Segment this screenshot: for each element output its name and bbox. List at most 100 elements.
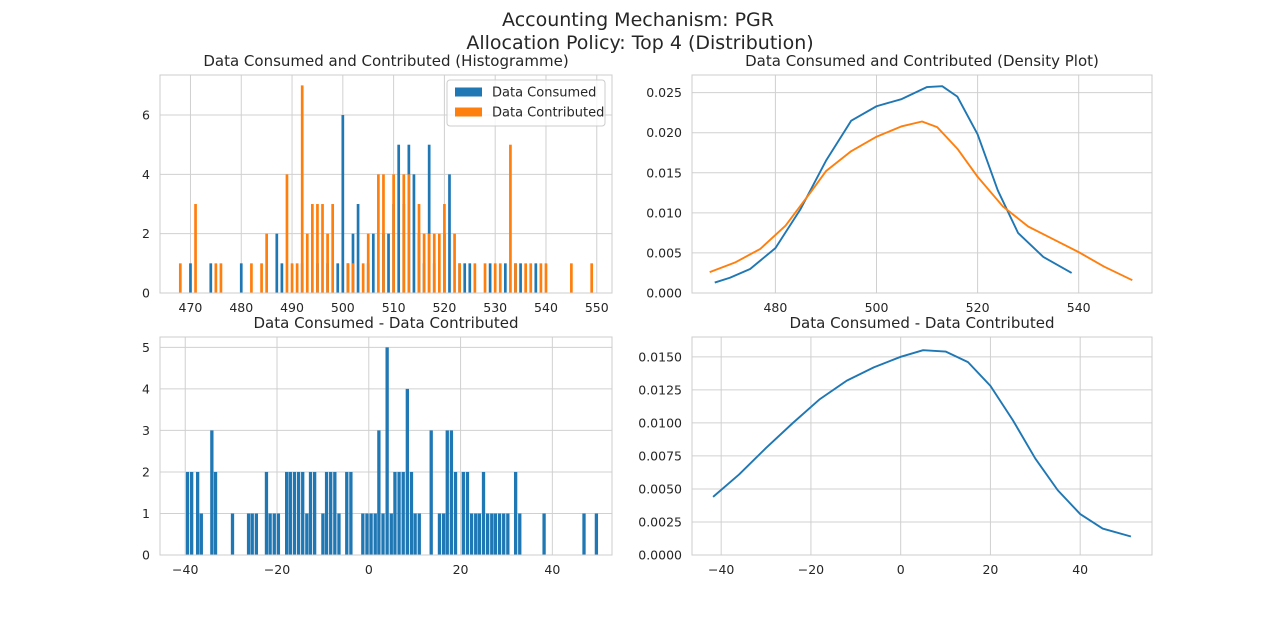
hist-bottom-bar-consumed xyxy=(449,430,454,555)
hist-top-x-tick-label: 480 xyxy=(229,300,253,315)
kde-bottom-x-tick-label: −40 xyxy=(708,562,734,577)
hist-bottom-y-tick-label: 3 xyxy=(142,423,150,438)
hist-top-bar-contributed xyxy=(377,174,380,293)
kde-top-x-tick-label: 520 xyxy=(966,300,990,315)
hist-bottom-bar-consumed xyxy=(246,513,251,555)
hist-bottom-bar-consumed xyxy=(361,513,365,555)
hist-bottom-bar-consumed xyxy=(301,471,305,555)
hist-top-bar-contributed xyxy=(326,233,329,293)
hist-bottom-bar-consumed xyxy=(250,513,254,555)
hist-top-bar-contributed xyxy=(443,204,446,293)
kde-top-y-tick-label: 0.025 xyxy=(646,85,682,100)
hist-top-legend: Data Consumed Data Contributed xyxy=(446,79,606,127)
hist-bottom-bar-consumed xyxy=(413,513,417,555)
hist-top-bar-contributed xyxy=(529,263,533,293)
kde-bottom-line-consumed xyxy=(712,349,1132,538)
hist-top-bar-contributed xyxy=(194,204,197,293)
hist-top-legend-label-contributed: Data Contributed xyxy=(492,106,604,121)
hist-top-bar-consumed xyxy=(427,144,431,293)
hist-top-bar-contributed xyxy=(544,263,548,293)
hist-top-bar-contributed xyxy=(493,263,497,293)
hist-bottom-bar-consumed xyxy=(513,471,518,555)
hist-top-bar-contributed xyxy=(316,204,319,293)
hist-bottom-bar-consumed xyxy=(254,513,259,555)
hist-bottom-bar-consumed xyxy=(542,513,546,555)
hist-bottom-y-tick-label: 5 xyxy=(142,340,150,355)
hist-bottom-bar-consumed xyxy=(518,513,522,555)
hist-top-bar-contributed xyxy=(417,204,421,293)
kde-bottom-x-tick-label: −20 xyxy=(798,562,824,577)
hist-bottom-bar-consumed xyxy=(185,471,190,555)
hist-bottom-y-tick-label: 2 xyxy=(142,464,150,479)
hist-top-bar-contributed xyxy=(321,204,324,293)
hist-bottom-x-tick-label: 20 xyxy=(453,562,469,577)
hist-bottom-bar-consumed xyxy=(441,513,446,555)
hist-bottom-bar-consumed xyxy=(461,471,465,555)
kde-top-y-tick-label: 0.010 xyxy=(646,205,682,220)
hist-top-bar-contributed xyxy=(422,233,426,293)
hist-top-x-tick-label: 520 xyxy=(432,300,456,315)
hist-bottom-bar-consumed xyxy=(465,471,470,555)
hist-bottom-bar-consumed xyxy=(337,513,341,555)
kde-bottom-y-tick-label: 0.0050 xyxy=(638,481,682,496)
hist-top-legend-label-consumed: Data Consumed xyxy=(492,86,596,101)
kde-top-x-tick-label: 540 xyxy=(1067,300,1091,315)
hist-top-bar-contributed xyxy=(295,263,299,293)
suptitle-line-1: Accounting Mechanism: PGR xyxy=(502,9,774,31)
hist-bottom-bar-consumed xyxy=(268,513,272,555)
hist-bottom-bar-consumed xyxy=(373,513,377,555)
hist-top-x-tick-label: 490 xyxy=(280,300,304,315)
hist-top-bar-consumed xyxy=(371,233,375,293)
hist-bottom-bar-consumed xyxy=(474,513,478,555)
hist-top-bar-contributed xyxy=(539,263,543,293)
hist-bottom-bar-consumed xyxy=(393,471,397,555)
kde-bottom-y-tick-label: 0.0125 xyxy=(638,382,682,397)
hist-top-bar-contributed xyxy=(392,174,395,293)
kde-bottom-y-tick-label: 0.0025 xyxy=(638,514,682,529)
hist-bottom-bar-consumed xyxy=(497,513,502,555)
hist-top-bar-consumed xyxy=(336,263,340,293)
hist-top-bar-contributed xyxy=(290,263,294,293)
hist-top-x-tick-label: 510 xyxy=(382,300,406,315)
hist-top-bar-contributed xyxy=(483,263,487,293)
hist-bottom-bar-consumed xyxy=(481,471,486,555)
hist-bottom-x-tick-label: 0 xyxy=(365,562,373,577)
hist-top-bar-consumed xyxy=(239,263,243,293)
hist-top-bar-contributed xyxy=(285,174,289,293)
hist-top-bar-consumed xyxy=(468,263,472,293)
hist-bottom-bar-consumed xyxy=(312,471,317,555)
hist-top-legend-swatch-consumed xyxy=(455,87,482,97)
hist-bottom-bar-consumed xyxy=(437,513,442,555)
kde-top-y-tick-label: 0.005 xyxy=(646,245,682,260)
kde-bottom-y-tick-label: 0.0100 xyxy=(638,415,682,430)
kde-bottom-x-tick-label: 20 xyxy=(982,562,998,577)
kde-bottom-x-tick-label: 40 xyxy=(1072,562,1088,577)
hist-bottom-y-tick-label: 0 xyxy=(142,548,150,563)
hist-top-y-tick-label: 4 xyxy=(142,167,150,182)
hist-top-bar-contributed xyxy=(311,204,314,293)
hist-bottom-bar-consumed xyxy=(389,513,393,555)
hist-bottom-title: Data Consumed - Data Contributed xyxy=(254,314,519,332)
hist-bottom-bar-consumed xyxy=(477,513,482,555)
hist-bottom-bar-consumed xyxy=(369,513,373,555)
hist-top-x-tick-label: 540 xyxy=(534,300,558,315)
hist-bottom-bar-consumed xyxy=(213,471,218,555)
hist-bottom-bar-consumed xyxy=(409,471,414,555)
hist-bottom-bar-consumed xyxy=(210,430,214,555)
hist-bottom-bar-consumed xyxy=(190,471,194,555)
hist-bottom-bar-consumed xyxy=(594,513,599,555)
suptitle-line-2: Allocation Policy: Top 4 (Distribution) xyxy=(466,32,813,54)
hist-top-bar-contributed xyxy=(524,263,528,293)
hist-top-x-tick-label: 500 xyxy=(331,300,355,315)
hist-top-bar-consumed xyxy=(275,233,279,293)
hist-bottom-bar-consumed xyxy=(308,471,313,555)
hist-top-bar-contributed xyxy=(219,263,223,293)
kde-bottom-y-tick-label: 0.0075 xyxy=(638,448,682,463)
hist-bottom-bar-consumed xyxy=(490,513,494,555)
kde-top-title: Data Consumed and Contributed (Density P… xyxy=(745,52,1099,70)
hist-top-bar-contributed xyxy=(498,263,502,293)
hist-top-bar-contributed xyxy=(178,263,182,293)
hist-bottom-bar-consumed xyxy=(365,513,369,555)
hist-top-bar-contributed xyxy=(514,263,517,293)
hist-bottom-x-tick-label: −40 xyxy=(172,562,198,577)
